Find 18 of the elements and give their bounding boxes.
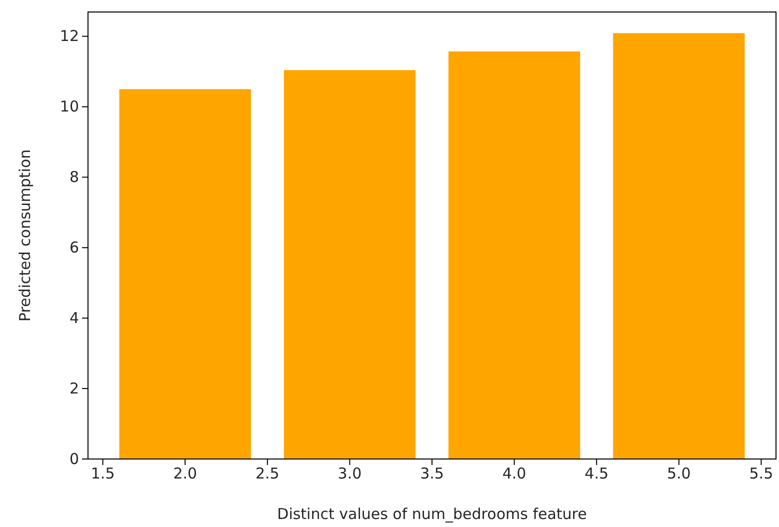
y-axis-title: Predicted consumption — [16, 149, 34, 322]
x-tick-label: 1.5 — [90, 464, 115, 483]
x-axis-title: Distinct values of num_bedrooms feature — [277, 505, 587, 523]
x-tick-label: 3.5 — [420, 464, 444, 483]
y-tick-label: 6 — [69, 238, 79, 256]
y-tick-label: 10 — [60, 98, 79, 116]
y-tick-label: 0 — [69, 450, 79, 468]
y-tick-label: 2 — [69, 379, 79, 398]
y-tick-label: 12 — [60, 27, 79, 46]
x-tick-label: 2.0 — [173, 464, 198, 483]
x-tick-label: 4.5 — [584, 464, 609, 483]
x-tick-label: 4.0 — [502, 464, 526, 483]
x-tick-label: 5.5 — [749, 464, 774, 483]
y-tick-label: 8 — [69, 168, 79, 186]
x-tick-label: 5.0 — [666, 464, 691, 483]
x-tick-label: 2.5 — [255, 464, 280, 483]
y-tick-label: 4 — [69, 308, 79, 327]
x-tick-label: 3.0 — [338, 464, 362, 483]
